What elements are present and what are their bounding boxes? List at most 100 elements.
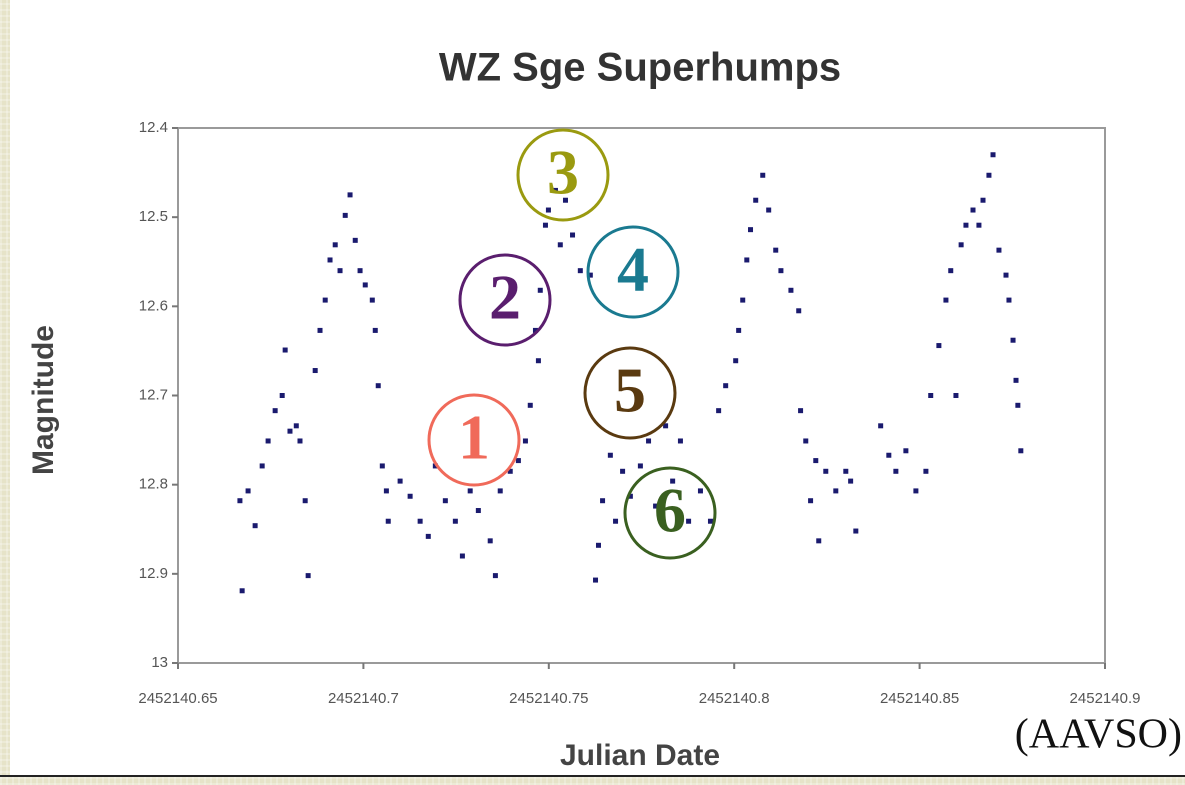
point bbox=[970, 207, 976, 213]
point bbox=[637, 463, 643, 469]
point bbox=[963, 222, 969, 228]
x-tick-label: 2452140.8 bbox=[699, 690, 770, 707]
point bbox=[1013, 377, 1019, 383]
annotation-number: 4 bbox=[617, 234, 649, 305]
point bbox=[302, 498, 308, 504]
annotation-circle bbox=[427, 393, 521, 487]
point bbox=[723, 383, 729, 389]
point bbox=[570, 232, 576, 238]
point bbox=[976, 222, 982, 228]
point bbox=[853, 528, 859, 534]
point bbox=[833, 488, 839, 494]
point bbox=[587, 272, 593, 278]
y-tick-label: 12.7 bbox=[139, 386, 168, 403]
point bbox=[753, 197, 759, 203]
point bbox=[375, 383, 381, 389]
point bbox=[808, 498, 814, 504]
point bbox=[803, 438, 809, 444]
point bbox=[798, 408, 804, 414]
x-tick-label: 2452140.9 bbox=[1070, 690, 1141, 707]
x-tick-label: 2452140.75 bbox=[509, 690, 588, 707]
point bbox=[903, 448, 909, 454]
point bbox=[823, 468, 829, 474]
point bbox=[748, 227, 754, 233]
annotation-number: 3 bbox=[547, 137, 579, 208]
point bbox=[562, 197, 568, 203]
point bbox=[252, 523, 258, 529]
point bbox=[407, 493, 413, 499]
point bbox=[948, 268, 954, 274]
source-note: (AAVSO) bbox=[1015, 712, 1182, 758]
point bbox=[886, 452, 892, 458]
y-tick-label: 12.8 bbox=[139, 476, 168, 493]
point bbox=[788, 287, 794, 293]
x-tick-label: 2452140.7 bbox=[328, 690, 399, 707]
annotation-number: 6 bbox=[654, 475, 686, 546]
point bbox=[552, 187, 558, 193]
point bbox=[620, 468, 626, 474]
point bbox=[352, 237, 358, 243]
y-tick-label: 13 bbox=[151, 654, 168, 671]
point bbox=[432, 463, 438, 469]
point bbox=[677, 438, 683, 444]
chart-title: WZ Sge Superhumps bbox=[439, 46, 841, 90]
x-axis-label: Julian Date bbox=[560, 739, 720, 772]
point bbox=[362, 282, 368, 288]
point bbox=[577, 268, 583, 274]
point bbox=[535, 358, 541, 364]
point bbox=[287, 428, 293, 434]
point bbox=[515, 458, 521, 464]
point bbox=[923, 468, 929, 474]
chart-background bbox=[10, 0, 1185, 775]
point bbox=[893, 468, 899, 474]
annotation-circle bbox=[586, 225, 680, 319]
annotation-circle bbox=[623, 466, 717, 560]
y-axis-label: Magnitude bbox=[27, 325, 60, 475]
point bbox=[813, 458, 819, 464]
point bbox=[843, 468, 849, 474]
point bbox=[740, 297, 746, 303]
point bbox=[733, 358, 739, 364]
point bbox=[487, 538, 493, 544]
point bbox=[369, 297, 375, 303]
point bbox=[522, 438, 528, 444]
point bbox=[442, 498, 448, 504]
point bbox=[239, 588, 245, 594]
point bbox=[332, 242, 338, 248]
point bbox=[545, 207, 551, 213]
point bbox=[1010, 337, 1016, 343]
point bbox=[816, 538, 822, 544]
point bbox=[613, 518, 619, 524]
annotation-number: 1 bbox=[458, 402, 490, 473]
point bbox=[778, 268, 784, 274]
point bbox=[986, 172, 992, 178]
point bbox=[697, 488, 703, 494]
point bbox=[342, 212, 348, 218]
point bbox=[459, 553, 465, 559]
point bbox=[595, 542, 601, 548]
point bbox=[497, 488, 503, 494]
point bbox=[627, 493, 633, 499]
point bbox=[317, 327, 323, 333]
point bbox=[467, 488, 473, 494]
point bbox=[943, 297, 949, 303]
point bbox=[557, 242, 563, 248]
point bbox=[796, 308, 802, 314]
point bbox=[646, 438, 652, 444]
point bbox=[766, 207, 772, 213]
point bbox=[848, 478, 854, 484]
point bbox=[507, 468, 513, 474]
point bbox=[878, 423, 884, 429]
point bbox=[1015, 402, 1021, 408]
point bbox=[293, 423, 299, 429]
point bbox=[282, 347, 288, 353]
point bbox=[1003, 272, 1009, 278]
point bbox=[716, 408, 722, 414]
point bbox=[383, 488, 389, 494]
point bbox=[265, 438, 271, 444]
point bbox=[663, 423, 669, 429]
point bbox=[452, 518, 458, 524]
y-tick-label: 12.4 bbox=[139, 119, 168, 136]
point bbox=[245, 488, 251, 494]
